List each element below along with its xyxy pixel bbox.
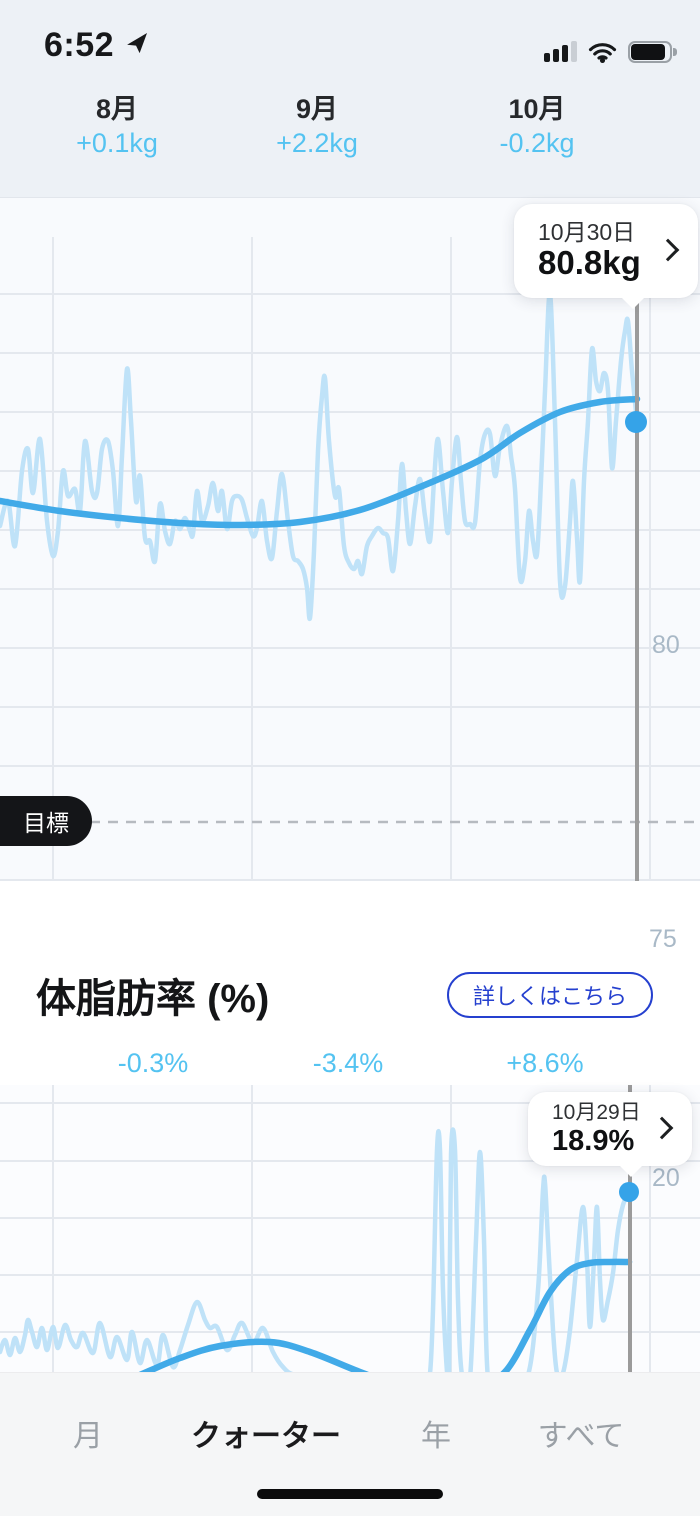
bodyfat-delta-sep: -3.4%	[312, 1048, 384, 1078]
tooltip-pointer	[619, 1165, 643, 1177]
bodyfat-section-title: 体脂肪率 (%)	[36, 977, 270, 1021]
details-button[interactable]: 詳しくはこちら	[447, 972, 653, 1018]
chevron-right-icon	[650, 1116, 674, 1140]
goal-badge: 目標	[0, 796, 92, 846]
y-axis-label-20: 20	[652, 1164, 680, 1192]
y-axis-label-75: 75	[649, 925, 677, 953]
home-indicator[interactable]	[257, 1489, 443, 1499]
tooltip-pointer	[621, 297, 645, 309]
bodyfat-delta-oct: +8.6%	[506, 1048, 584, 1078]
header: 6:52 8月 +0.1kg 9月 +2.2kg	[0, 0, 700, 197]
month-summary-sep: 9月 +2.2kg	[276, 94, 358, 162]
month-summary-aug: 8月 +0.1kg	[76, 94, 158, 162]
bodyfat-tooltip[interactable]: 10月29日 18.9%	[528, 1092, 692, 1177]
tooltip-value: 18.9%	[552, 1124, 635, 1157]
month-summary-row: 8月 +0.1kg 9月 +2.2kg 10月 -0.2kg	[0, 94, 700, 174]
tab-year[interactable]: 年	[421, 1420, 451, 1453]
tab-month[interactable]: 月	[73, 1420, 103, 1453]
y-axis-label-80: 80	[652, 631, 680, 659]
tooltip-date: 10月29日	[552, 1101, 641, 1124]
month-summary-oct: 10月 -0.2kg	[499, 94, 574, 162]
month-delta: -0.2kg	[499, 128, 575, 158]
weight-tooltip[interactable]: 10月30日 80.8kg	[514, 204, 698, 309]
tab-quarter[interactable]: クォーター	[191, 1420, 341, 1453]
weight-chart-canvas[interactable]	[0, 198, 700, 881]
status-icons	[544, 36, 677, 64]
month-label: 8月	[95, 94, 139, 124]
month-delta: +0.1kg	[76, 128, 158, 158]
tab-all[interactable]: すべて	[537, 1420, 625, 1453]
cellular-signal-icon	[544, 40, 577, 64]
month-label: 9月	[295, 94, 339, 124]
status-time: 6:52	[44, 26, 115, 64]
battery-icon	[628, 41, 677, 63]
tooltip-date: 10月30日	[538, 218, 636, 245]
bodyfat-delta-aug: -0.3%	[117, 1048, 189, 1078]
tooltip-value: 80.8kg	[538, 244, 641, 282]
chevron-right-icon	[656, 238, 680, 262]
location-arrow-icon	[127, 32, 148, 54]
wifi-icon	[588, 43, 617, 63]
month-delta: +2.2kg	[276, 128, 358, 158]
bodyfat-delta-row: -0.3% -3.4% +8.6%	[0, 1048, 700, 1082]
weight-chart[interactable]: 80 75 目標	[0, 197, 700, 953]
month-label: 10月	[508, 94, 566, 124]
